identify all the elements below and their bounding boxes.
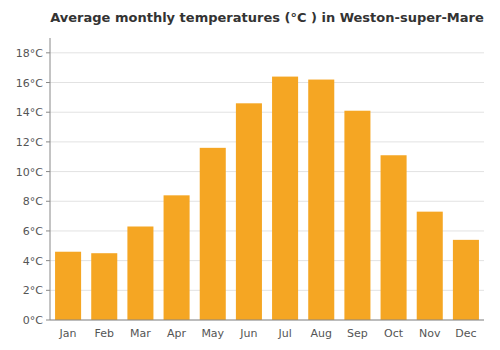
grid-line	[50, 52, 484, 53]
grid-line	[50, 171, 484, 172]
y-tick-label: 8°C	[23, 195, 43, 208]
bar	[91, 253, 117, 320]
x-tick-label: Jun	[239, 327, 257, 340]
bar	[381, 155, 407, 320]
x-tick-label: Jul	[277, 327, 291, 340]
x-tick-label: Sep	[347, 327, 368, 340]
x-tick-label: Oct	[384, 327, 404, 340]
bar	[308, 80, 334, 320]
y-tick	[46, 201, 50, 202]
background	[0, 0, 500, 350]
y-tick	[46, 141, 50, 142]
y-axis-ticks: 0°C 2°C 4°C 6°C 8°C 10°C 12°C 14°C 16°C 18°C	[16, 47, 50, 327]
y-tick	[46, 230, 50, 231]
bar	[453, 240, 479, 320]
grid	[50, 53, 484, 320]
x-tick-label: Mar	[130, 327, 151, 340]
chart: Average monthly temperatures (°C ) in We…	[0, 0, 500, 350]
bar	[55, 252, 81, 320]
y-tick	[46, 320, 50, 321]
y-tick-label: 4°C	[23, 255, 43, 268]
y-tick-label: 18°C	[16, 47, 43, 60]
x-axis-line	[50, 320, 484, 321]
x-axis-ticks: Jan Feb Mar Apr May Jun Jul Aug Sep Oct Nov Dec	[59, 327, 477, 340]
title: Average monthly temperatures (°C ) in We…	[50, 10, 484, 25]
x-tick-label: Apr	[167, 327, 187, 340]
y-tick-label: 2°C	[23, 284, 43, 297]
x-tick-label: Nov	[419, 327, 441, 340]
bars	[55, 77, 479, 320]
x-tick-label: Feb	[95, 327, 114, 340]
y-tick	[46, 112, 50, 113]
y-tick-label: 10°C	[16, 166, 43, 179]
bar	[272, 77, 298, 320]
x-tick-label: May	[201, 327, 224, 340]
y-tick-label: 16°C	[16, 77, 43, 90]
bar	[127, 226, 153, 320]
bar	[344, 111, 370, 320]
y-tick-label: 12°C	[16, 136, 43, 149]
grid-line	[50, 201, 484, 202]
x-tick-label: Dec	[455, 327, 476, 340]
y-tick	[46, 290, 50, 291]
grid-line	[50, 320, 484, 321]
y-tick	[46, 52, 50, 53]
y-tick-label: 0°C	[23, 314, 43, 327]
chart-container: Average monthly temperatures (°C ) in We…	[0, 0, 500, 350]
y-tick	[46, 171, 50, 172]
bar	[236, 103, 262, 320]
grid-line	[50, 141, 484, 142]
bar	[417, 212, 443, 320]
y-tick	[46, 260, 50, 261]
grid-line	[50, 82, 484, 83]
x-tick-label: Aug	[311, 327, 332, 340]
x-tick-label: Jan	[59, 327, 77, 340]
y-axis-line	[50, 38, 51, 320]
y-tick	[46, 82, 50, 83]
y-tick-label: 14°C	[16, 106, 43, 119]
grid-line	[50, 112, 484, 113]
y-tick-label: 6°C	[23, 225, 43, 238]
bar	[164, 195, 190, 320]
bar	[200, 148, 226, 320]
